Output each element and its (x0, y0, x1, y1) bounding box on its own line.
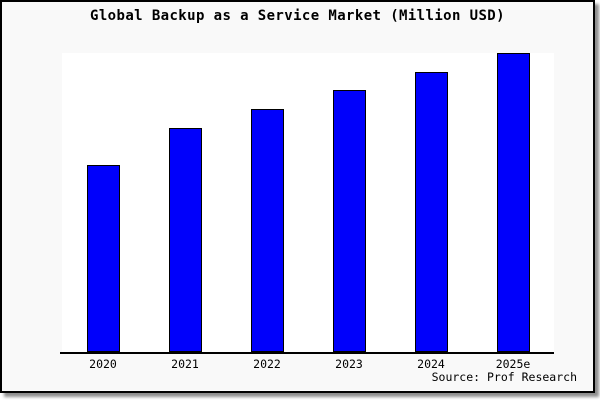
x-tick-label-2020: 2020 (89, 357, 117, 371)
chart-title: Global Backup as a Service Market (Milli… (90, 8, 505, 24)
plot-area (62, 53, 554, 352)
x-tick-label-2024: 2024 (417, 357, 445, 371)
x-axis-line (60, 352, 554, 354)
chart-card: Global Backup as a Service Market (Milli… (0, 0, 595, 393)
bar-2022 (250, 109, 284, 352)
x-tick-label-2025e: 2025e (495, 357, 531, 371)
bar-2021 (168, 127, 202, 352)
x-tick-label-2023: 2023 (335, 357, 363, 371)
bar-2020 (86, 165, 120, 352)
bar-2024 (414, 71, 448, 352)
bar-2023 (332, 90, 366, 352)
x-tick-label-2021: 2021 (171, 357, 199, 371)
source-credit: Source: Prof Research (431, 370, 577, 384)
x-tick-label-2022: 2022 (253, 357, 281, 371)
bar-2025e (496, 53, 530, 352)
